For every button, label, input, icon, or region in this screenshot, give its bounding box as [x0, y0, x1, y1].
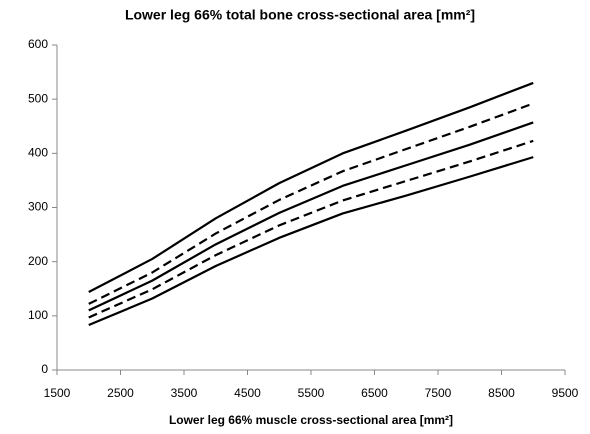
x-tick-label: 3500 — [171, 386, 198, 400]
x-tick-label: 6500 — [361, 386, 388, 400]
y-tick-label: 600 — [28, 37, 48, 51]
x-tick-label: 2500 — [107, 386, 134, 400]
series-line — [88, 102, 534, 305]
x-tick-label: 8500 — [488, 386, 515, 400]
x-tick-label: 9500 — [552, 386, 579, 400]
x-tick-label: 1500 — [44, 386, 71, 400]
series-line — [88, 121, 534, 312]
y-tick-label: 500 — [28, 91, 48, 105]
x-axis-label: Lower leg 66% muscle cross-sectional are… — [169, 413, 453, 427]
chart-title: Lower leg 66% total bone cross-sectional… — [125, 7, 475, 23]
series-line — [88, 156, 534, 327]
y-tick-label: 100 — [28, 308, 48, 322]
y-tick-label: 300 — [28, 200, 48, 214]
x-tick-label: 7500 — [425, 386, 452, 400]
series-line — [88, 139, 534, 319]
series-line — [88, 81, 534, 293]
y-tick-label: 200 — [28, 254, 48, 268]
y-tick-label: 400 — [28, 146, 48, 160]
x-tick-label: 5500 — [298, 386, 325, 400]
y-tick-label: 0 — [41, 362, 48, 376]
x-tick-label: 4500 — [234, 386, 261, 400]
